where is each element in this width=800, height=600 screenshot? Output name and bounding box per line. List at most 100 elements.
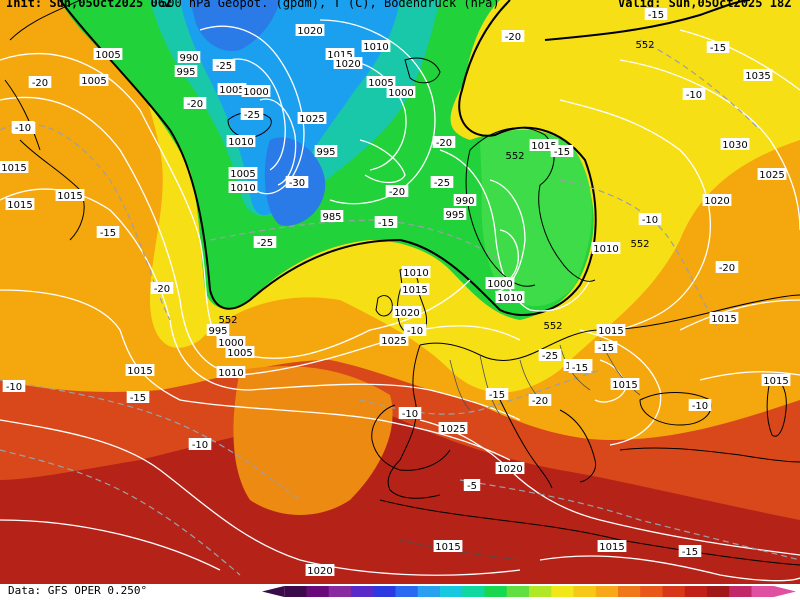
temperature-field-orange-south [233,366,393,515]
svg-text:-20: -20 [719,263,735,274]
legend-swatch [573,586,597,597]
geopotential-label: 552 [630,239,649,250]
isobar-label: 1025 [438,422,468,435]
isobar-label: 1010 [226,135,256,148]
svg-text:1020: 1020 [335,59,360,70]
svg-text:1010: 1010 [497,293,522,304]
temperature-label: -15 [485,388,509,401]
temperature-label: -20 [501,30,525,43]
svg-text:-20: -20 [505,32,521,43]
svg-text:1015: 1015 [435,542,460,553]
svg-text:1015: 1015 [1,163,26,174]
legend-swatch [284,586,307,597]
temperature-label: -20 [150,282,174,295]
svg-text:1005: 1005 [368,78,393,89]
svg-text:1015: 1015 [599,542,624,553]
svg-text:1010: 1010 [363,42,388,53]
legend-swatch [707,586,730,597]
legend-swatch [306,586,330,597]
legend-swatch [417,586,441,597]
isobar-label: 990 [177,51,201,64]
svg-text:1015: 1015 [57,191,82,202]
isobar-label: 1000 [485,277,515,290]
svg-text:1030: 1030 [722,140,747,151]
temperature-label: -15 [550,145,574,158]
temperature-field-deep-blue-north [190,0,280,51]
isobar-label: 985 [320,210,344,223]
temperature-label: -20 [183,97,207,110]
svg-text:1015: 1015 [612,380,637,391]
isobar-label: 1015 [761,374,791,387]
geopotential-label: 552 [543,321,562,332]
isobar-label: 1015 [5,198,35,211]
svg-text:-10: -10 [15,123,31,134]
isobar-label: 990 [453,194,477,207]
svg-text:552: 552 [630,239,649,250]
temperature-label: -15 [706,41,730,54]
isobar-label: 1015 [709,312,739,325]
isobar-label: 1015 [597,540,627,553]
legend-swatch [751,586,775,597]
isobar-label: 1015 [400,283,430,296]
svg-text:-20: -20 [187,99,203,110]
temperature-label: -5 [463,479,481,492]
temperature-label: -15 [96,226,120,239]
map-labels: 1005100599099510051000101510101020100510… [0,8,791,577]
svg-text:-25: -25 [434,178,450,189]
svg-text:-25: -25 [257,238,273,249]
temperature-label: -10 [682,88,706,101]
temperature-label: -25 [253,236,277,249]
chart-title: 500 hPa Geopot. (gpdm), T (C), Bodendruc… [160,0,500,10]
temperature-field-green-light [480,129,592,307]
isobar-label: 995 [314,145,338,158]
temperature-label: -15 [644,8,668,21]
svg-text:1000: 1000 [243,87,268,98]
svg-text:1005: 1005 [81,76,106,87]
svg-text:1010: 1010 [230,183,255,194]
svg-text:1020: 1020 [704,196,729,207]
isobar-label: 1020 [305,564,335,577]
legend-swatch [662,586,686,597]
legend-swatch [484,586,508,597]
svg-text:-20: -20 [532,396,548,407]
temperature-label: -10 [188,438,212,451]
svg-text:1015: 1015 [711,314,736,325]
svg-text:1000: 1000 [388,88,413,99]
isobar-label: 1015 [0,161,29,174]
svg-text:995: 995 [316,147,335,158]
svg-text:1015: 1015 [7,200,32,211]
isobar-label: 1020 [392,306,422,319]
isobar-label: 1020 [295,24,325,37]
svg-text:-25: -25 [216,61,232,72]
svg-text:-10: -10 [402,409,418,420]
svg-text:1025: 1025 [759,170,784,181]
isobar-label: 1015 [610,378,640,391]
temperature-label: -15 [594,341,618,354]
isobar-label: 1000 [216,336,246,349]
svg-text:-20: -20 [154,284,170,295]
svg-text:552: 552 [543,321,562,332]
svg-text:1015: 1015 [763,376,788,387]
temperature-label: -10 [688,399,712,412]
isobar-label: 1035 [743,69,773,82]
isobar-label: 1015 [55,189,85,202]
svg-text:1010: 1010 [218,368,243,379]
svg-text:1015: 1015 [127,366,152,377]
legend-swatch [640,586,663,597]
temperature-label: -20 [528,394,552,407]
geopotential-552-contour [59,0,597,316]
svg-text:1010: 1010 [403,268,428,279]
svg-text:985: 985 [322,212,341,223]
svg-text:-15: -15 [598,343,614,354]
svg-text:1005: 1005 [227,348,252,359]
legend-max-arrow [773,586,796,597]
svg-text:-15: -15 [489,390,505,401]
temperature-label: -25 [212,59,236,72]
svg-text:990: 990 [455,196,474,207]
legend-swatch [684,586,708,597]
isobar-label: 1010 [228,181,258,194]
isobar-label: 1010 [216,366,246,379]
isobar-label: 1030 [720,138,750,151]
svg-text:1005: 1005 [219,85,244,96]
